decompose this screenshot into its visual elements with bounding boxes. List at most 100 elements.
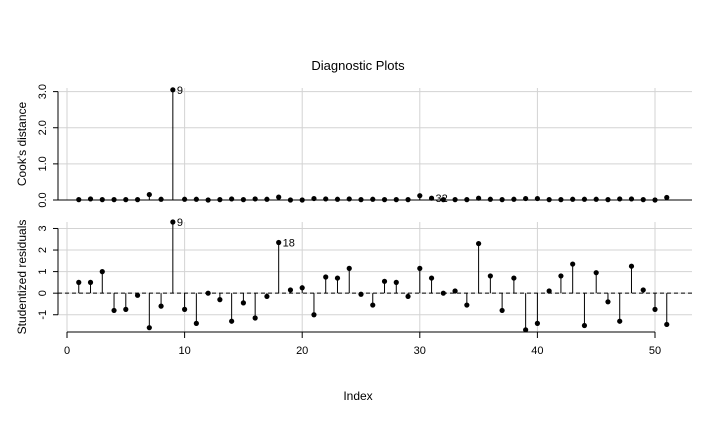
point (440, 197, 446, 203)
point (523, 327, 529, 333)
point (76, 197, 82, 203)
point (311, 195, 317, 202)
point (652, 197, 658, 203)
point (464, 302, 470, 308)
point (158, 303, 164, 309)
point (264, 293, 270, 300)
point (182, 306, 188, 312)
point (193, 320, 199, 326)
y-axis-label-cooks: Cook's distance (15, 102, 29, 187)
point (581, 322, 588, 329)
point (276, 239, 282, 246)
point (334, 196, 341, 202)
point (628, 263, 635, 269)
point (523, 195, 529, 202)
x-axis: 0 10 20 30 40 50 (64, 331, 661, 357)
point (405, 197, 411, 203)
point (229, 318, 235, 324)
point (428, 275, 435, 281)
point (158, 196, 164, 202)
point (417, 265, 423, 271)
x-tick-label: 40 (531, 345, 543, 357)
y-axis-label-residuals: Studentized residuals (15, 220, 29, 335)
point (205, 290, 211, 296)
point (405, 293, 411, 300)
panel-cooks: 0.0 1.0 2.0 3.0 Cook's distance 9 32 (15, 84, 692, 208)
y-tick-label: -1 (37, 310, 49, 320)
point (381, 278, 388, 284)
point (511, 275, 517, 281)
point (393, 197, 399, 203)
point (605, 299, 611, 305)
point (558, 273, 564, 279)
point (146, 325, 152, 331)
y-tick-label: 2.0 (37, 120, 49, 135)
point (240, 300, 246, 306)
panel-residuals: -1 0 1 2 3 Studentized residuals 9 18 (15, 217, 692, 334)
point (287, 287, 294, 293)
y-tick-label: 0 (37, 290, 49, 296)
point (381, 197, 388, 203)
point (346, 196, 352, 202)
point (534, 195, 541, 202)
y-tick-label: 3 (37, 225, 49, 231)
point (334, 275, 341, 281)
point (323, 196, 329, 202)
point-annotation: 18 (283, 237, 295, 249)
point (487, 273, 493, 279)
point (628, 196, 635, 202)
point (252, 196, 258, 202)
point (229, 196, 235, 202)
point (570, 261, 576, 267)
point (581, 196, 588, 202)
y-tick-label: 3.0 (37, 84, 49, 99)
point (299, 285, 305, 291)
point (252, 315, 258, 321)
point (111, 307, 117, 314)
point (640, 197, 646, 203)
point (393, 279, 399, 285)
point (146, 191, 152, 198)
point (299, 197, 305, 203)
point (452, 197, 458, 203)
point (87, 279, 94, 285)
point (617, 196, 623, 202)
point (476, 195, 482, 201)
point (287, 197, 294, 203)
x-tick-label: 0 (64, 345, 70, 357)
point (487, 196, 493, 202)
point (264, 196, 270, 202)
point (499, 197, 505, 203)
point (323, 274, 329, 280)
point (664, 194, 670, 201)
point (570, 196, 576, 202)
y-tick-label: 1 (37, 269, 49, 275)
point (358, 197, 364, 203)
point (440, 290, 446, 296)
point (182, 196, 188, 202)
point (134, 292, 141, 298)
point (123, 197, 129, 203)
point (499, 307, 505, 314)
point (464, 197, 470, 203)
point (123, 306, 129, 312)
point (170, 87, 176, 93)
x-axis-label: Index (343, 389, 372, 403)
point (346, 265, 352, 271)
point (617, 318, 623, 324)
point (358, 291, 364, 297)
point (511, 196, 517, 202)
point (276, 194, 282, 200)
point (111, 197, 117, 203)
point (370, 196, 376, 202)
point (640, 287, 646, 293)
point (593, 196, 599, 202)
point (593, 270, 599, 276)
point (205, 197, 211, 203)
point (134, 197, 141, 203)
chart-title: Diagnostic Plots (311, 58, 405, 73)
point (87, 196, 94, 202)
point (240, 197, 246, 203)
point (217, 197, 223, 203)
